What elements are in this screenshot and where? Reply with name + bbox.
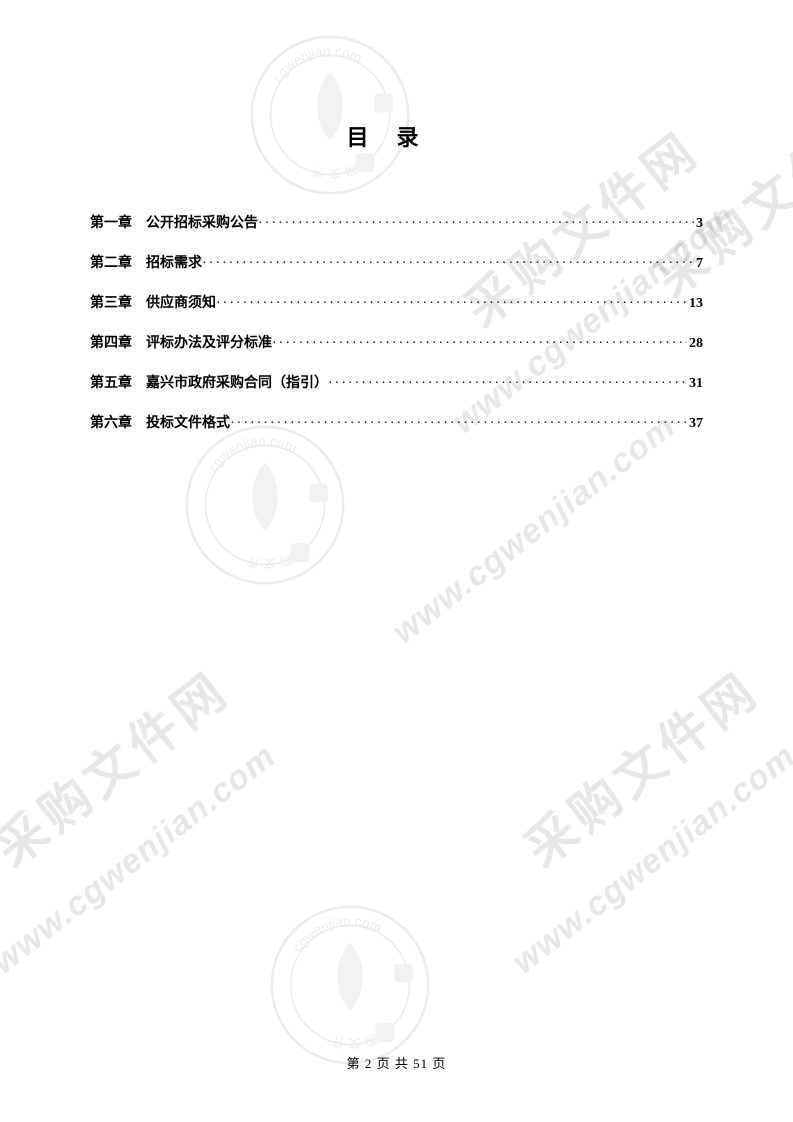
toc-page: 7: [694, 256, 703, 272]
toc-label: 供应商须知: [146, 292, 216, 312]
page-footer: 第 2 页 共 51 页: [0, 1053, 793, 1072]
toc-row: 第一章 公开招标采购公告 ···························…: [90, 212, 703, 232]
toc-dots: ········································…: [272, 336, 687, 352]
toc-dots: ········································…: [258, 216, 694, 232]
toc-chapter: 第六章: [90, 412, 132, 432]
toc-chapter: 第一章: [90, 212, 132, 232]
toc-label: 投标文件格式: [146, 412, 230, 432]
toc-page: 28: [687, 336, 703, 352]
toc-label: 公开招标采购公告: [146, 212, 258, 232]
toc: 第一章 公开招标采购公告 ···························…: [90, 212, 703, 432]
page: 目录 第一章 公开招标采购公告 ························…: [0, 0, 793, 1122]
toc-label: 评标办法及评分标准: [146, 332, 272, 352]
toc-row: 第二章 招标需求 ·······························…: [90, 252, 703, 272]
toc-page: 13: [687, 296, 703, 312]
toc-dots: ········································…: [202, 256, 694, 272]
toc-page: 37: [687, 416, 703, 432]
toc-chapter: 第三章: [90, 292, 132, 312]
toc-row: 第五章 嘉兴市政府采购合同（指引） ······················…: [90, 372, 703, 392]
toc-chapter: 第五章: [90, 372, 132, 392]
toc-label: 招标需求: [146, 252, 202, 272]
toc-dots: ········································…: [216, 296, 687, 312]
toc-label: 嘉兴市政府采购合同（指引）: [146, 372, 328, 392]
toc-dots: ········································…: [328, 376, 687, 392]
toc-row: 第四章 评标办法及评分标准 ··························…: [90, 332, 703, 352]
toc-page: 31: [687, 376, 703, 392]
toc-title: 目录: [90, 120, 703, 152]
toc-row: 第六章 投标文件格式 ·····························…: [90, 412, 703, 432]
toc-row: 第三章 供应商须知 ······························…: [90, 292, 703, 312]
toc-page: 3: [694, 216, 703, 232]
toc-dots: ········································…: [230, 416, 687, 432]
toc-chapter: 第二章: [90, 252, 132, 272]
toc-chapter: 第四章: [90, 332, 132, 352]
